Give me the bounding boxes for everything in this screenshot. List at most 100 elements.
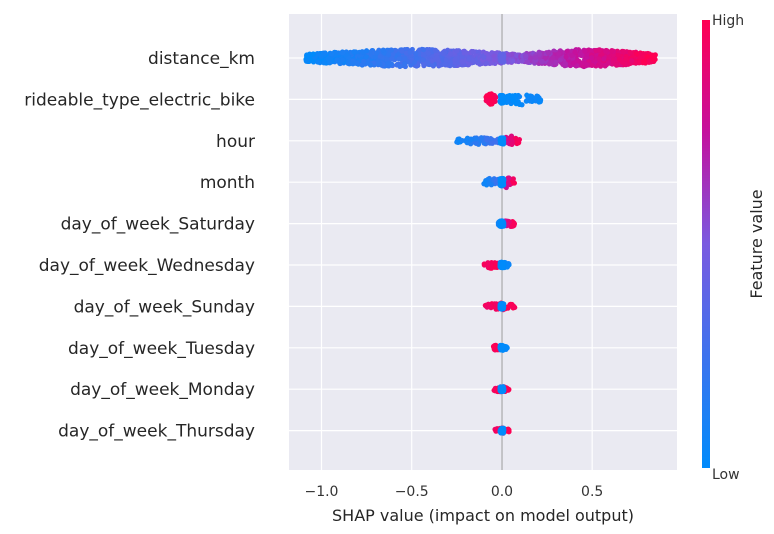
data-point [473,140,479,146]
feature-points-day_of_week_Sunday [482,300,518,313]
data-point [499,177,505,183]
data-point [364,48,370,54]
data-point [402,61,408,67]
x-axis-label: SHAP value (impact on model output) [332,506,634,525]
data-point [506,429,512,435]
data-point [627,49,633,56]
data-point [454,48,460,54]
data-point [493,139,499,145]
data-point [637,54,643,61]
data-point [609,48,615,54]
data-point [602,62,608,69]
data-point [597,47,603,53]
data-point [613,62,620,68]
data-point [644,53,650,60]
feature-points-hour [454,133,523,147]
feature-label: hour [216,132,255,152]
data-point [620,48,627,55]
data-point [486,91,493,97]
feature-label: day_of_week_Saturday [61,215,255,235]
data-point [432,47,439,54]
data-point [523,53,529,59]
data-point [385,51,392,58]
data-points [303,46,658,436]
data-point [389,55,395,62]
data-point [442,61,448,67]
data-point [524,92,530,98]
data-point [601,56,607,62]
data-point [325,56,331,62]
data-point [510,58,516,64]
data-point [505,93,511,100]
feature-label: rideable_type_electric_bike [24,90,255,110]
data-point [650,53,657,59]
data-point [499,94,505,100]
data-point [414,55,420,62]
colorbar-low-label: Low [712,467,740,483]
feature-label: month [200,173,255,193]
x-tick-label: −1.0 [304,484,338,500]
data-point [367,62,374,68]
data-point [464,135,471,141]
data-point [576,58,582,64]
data-point [374,50,380,56]
colorbar-title: Feature value [747,189,766,298]
data-point [363,54,369,60]
data-point [527,55,533,61]
data-point [556,51,562,57]
data-point [483,60,490,66]
data-point [486,181,492,187]
data-point [315,59,321,65]
feature-label: day_of_week_Monday [70,380,255,400]
data-point [470,49,477,55]
data-point [481,54,487,60]
feature-points-day_of_week_Tuesday [490,342,510,353]
data-point [615,52,621,58]
data-point [340,50,346,56]
data-point [499,55,505,62]
data-point [397,63,403,69]
data-point [509,141,515,147]
data-point [350,61,356,67]
data-point [351,49,357,55]
data-point [569,52,575,59]
data-point [582,48,588,54]
data-point [434,54,440,61]
feature-points-day_of_week_Saturday [495,218,518,230]
data-point [489,100,495,106]
data-point [447,51,454,57]
data-point [499,427,505,433]
data-point [562,61,568,67]
data-point [361,58,367,64]
data-point [634,51,640,57]
data-point [491,53,497,59]
data-point [429,58,435,64]
data-point [396,56,402,62]
data-point [478,135,484,141]
data-point [304,58,310,64]
data-point [413,51,419,57]
data-point [500,305,506,311]
data-point [546,61,552,67]
data-point [542,55,548,61]
data-point [399,48,405,54]
data-point [466,56,472,62]
data-point [588,55,595,61]
data-point [402,56,408,62]
data-point [411,59,418,65]
data-point [310,51,316,57]
data-point [617,56,623,62]
data-point [506,175,512,181]
data-point [483,50,490,57]
feature-points-rideable_type_electric_bike [483,91,544,108]
data-point [498,219,504,225]
data-point [527,98,533,104]
data-point [499,384,506,390]
data-point [507,136,514,142]
data-point [500,182,506,188]
data-point [473,136,479,142]
data-point [488,135,494,142]
data-point [505,51,512,58]
data-point [532,55,539,61]
data-point [510,176,516,182]
